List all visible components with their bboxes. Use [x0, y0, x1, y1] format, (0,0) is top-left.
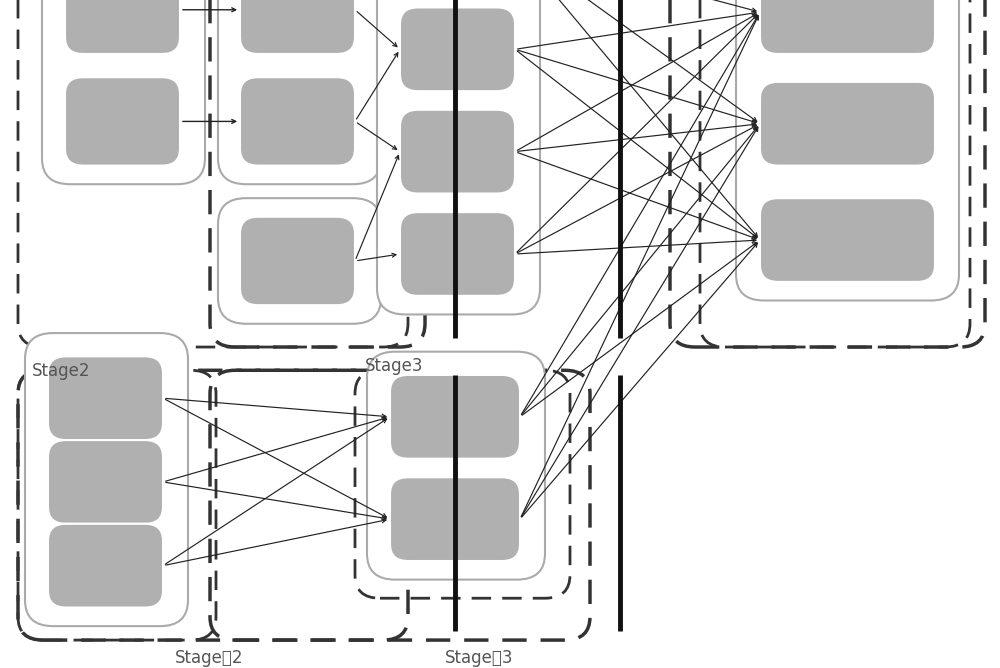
FancyBboxPatch shape: [400, 110, 515, 194]
FancyBboxPatch shape: [377, 0, 540, 315]
Text: Stage2: Stage2: [32, 361, 90, 379]
FancyBboxPatch shape: [218, 0, 381, 184]
FancyBboxPatch shape: [240, 217, 355, 305]
Text: Stage3: Stage3: [365, 357, 424, 375]
FancyBboxPatch shape: [42, 0, 205, 184]
FancyBboxPatch shape: [760, 198, 935, 282]
FancyBboxPatch shape: [400, 7, 515, 91]
FancyBboxPatch shape: [400, 212, 515, 296]
FancyBboxPatch shape: [760, 0, 935, 54]
FancyBboxPatch shape: [240, 0, 355, 54]
FancyBboxPatch shape: [760, 82, 935, 166]
FancyBboxPatch shape: [218, 198, 381, 324]
Text: Stage兗3: Stage兗3: [445, 649, 514, 667]
Text: Stage兗2: Stage兗2: [175, 649, 244, 667]
FancyBboxPatch shape: [48, 524, 163, 607]
FancyBboxPatch shape: [65, 77, 180, 166]
FancyBboxPatch shape: [240, 77, 355, 166]
FancyBboxPatch shape: [25, 333, 188, 626]
FancyBboxPatch shape: [48, 356, 163, 440]
FancyBboxPatch shape: [367, 351, 545, 580]
FancyBboxPatch shape: [65, 0, 180, 54]
FancyBboxPatch shape: [390, 375, 520, 459]
FancyBboxPatch shape: [736, 0, 959, 301]
FancyBboxPatch shape: [48, 440, 163, 524]
FancyBboxPatch shape: [390, 477, 520, 561]
